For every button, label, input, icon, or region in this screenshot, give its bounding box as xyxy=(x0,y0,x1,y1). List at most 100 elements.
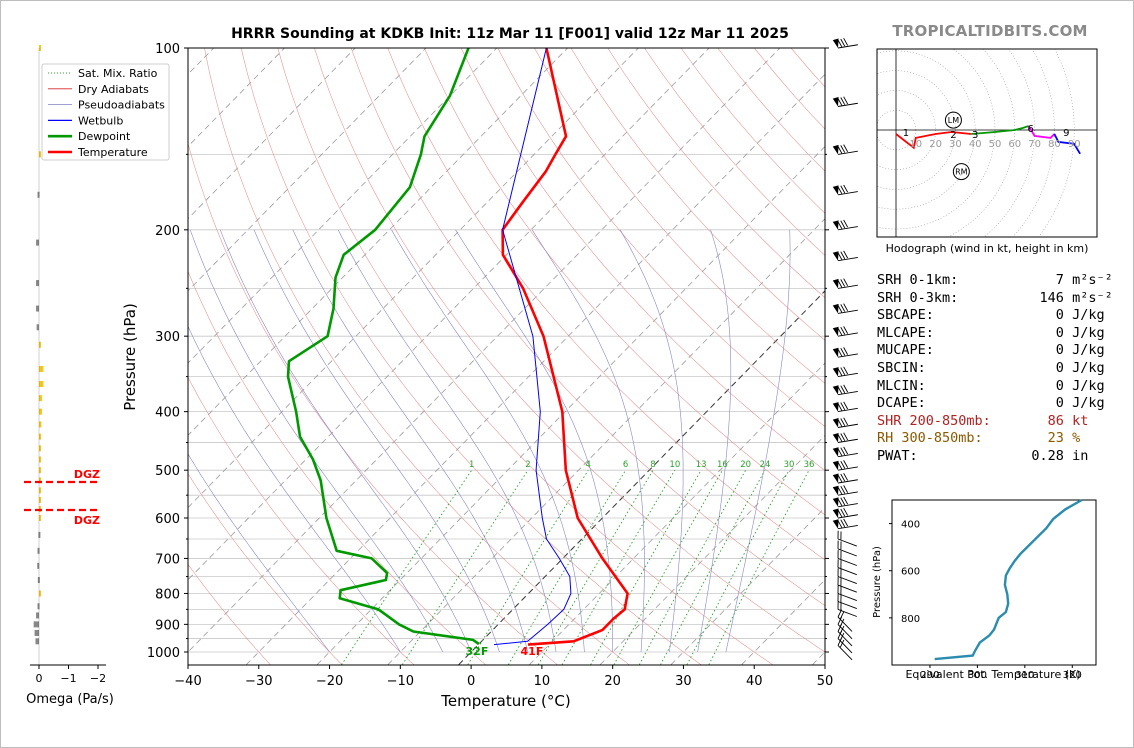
stat-label: MLCIN: xyxy=(877,377,1016,394)
wind-barb xyxy=(832,347,858,358)
skewt-panel: −40 −30 −20 −10 0 10 20 30 40 50 100 200 300 400 500 60… xyxy=(41,42,833,710)
omega-bar xyxy=(39,421,42,428)
x-tick-label: −40 xyxy=(174,674,201,689)
omega-bar xyxy=(36,612,39,619)
wind-barb xyxy=(832,460,858,471)
wind-barb xyxy=(837,530,857,547)
wind-barb xyxy=(837,585,857,602)
skewt-axes: −40 −30 −20 −10 0 10 20 30 40 50 100 200 300 400 500 60… xyxy=(147,42,833,689)
isotherm xyxy=(188,48,568,436)
stat-unit: J/kg xyxy=(1063,307,1105,324)
series-dewpoint xyxy=(286,48,480,646)
mixing-ratio-line xyxy=(561,469,676,665)
omega-bar xyxy=(39,45,41,51)
legend-label: Temperature xyxy=(77,146,148,159)
stat-label: SRH 0-3km: xyxy=(877,289,1016,306)
x-tick-label: −30 xyxy=(245,674,272,689)
omega-bar xyxy=(39,433,41,440)
omega-bar xyxy=(39,381,44,388)
omega-bar xyxy=(39,366,44,373)
x-tick-label: 20 xyxy=(604,674,621,689)
wind-barb xyxy=(832,485,858,496)
dry-adiabat xyxy=(188,563,271,665)
mixing-ratio-label: 2 xyxy=(525,460,530,470)
stat-unit: J/kg xyxy=(1063,395,1105,412)
stat-value: 0 xyxy=(1015,377,1064,394)
stat-value: 0 xyxy=(1015,342,1064,359)
wind-barb xyxy=(832,417,858,428)
mixing-ratio-line xyxy=(341,469,473,665)
hodograph-panel: 10 20 30 40 50 60 70 80 90 1 2 3 6 9 LM RM xyxy=(876,48,1098,238)
omega-xlabel: Omega (Pa/s) xyxy=(26,692,114,707)
mixing-ratio-label: 36 xyxy=(804,460,815,470)
wind-barb xyxy=(837,559,857,576)
hodo-ring-label: 10 xyxy=(909,139,922,150)
legend-label: Sat. Mix. Ratio xyxy=(78,67,158,80)
dry-adiabat xyxy=(424,48,825,516)
hodograph-frame xyxy=(876,48,1098,238)
hodo-ring-label: 70 xyxy=(1028,139,1041,150)
dry-adiabat xyxy=(460,48,825,471)
stats-table: SRH 0-1km: 7 m²s⁻² SRH 0-3km: 146 m²s⁻² SB… xyxy=(877,272,1113,466)
skewt-background-lines xyxy=(188,48,825,665)
x-tick-label: 30 xyxy=(675,674,692,689)
dry-adiabat xyxy=(204,48,630,665)
legend-box xyxy=(41,63,170,161)
stat-label: DCAPE: xyxy=(877,395,1016,412)
stat-unit: in xyxy=(1063,447,1089,464)
pseudoadiabat xyxy=(725,229,791,653)
y-tick-label: 1000 xyxy=(147,646,180,661)
omega-bar xyxy=(39,467,41,474)
legend-label: Dry Adiabats xyxy=(78,83,149,96)
omega-bars xyxy=(33,45,44,645)
stat-value: 0 xyxy=(1015,307,1064,324)
stat-value: 146 xyxy=(1015,289,1064,306)
dry-adiabat xyxy=(314,48,825,653)
hodo-ring xyxy=(1038,49,1075,237)
stat-label: SRH 0-1km: xyxy=(877,272,1016,288)
mixing-ratio-line xyxy=(507,469,626,665)
stat-value: 7 xyxy=(1015,272,1064,288)
omega-bar xyxy=(37,547,40,554)
dry-adiabat xyxy=(188,473,343,665)
wind-barb xyxy=(832,432,858,443)
omega-bar xyxy=(39,408,42,415)
isotherm xyxy=(188,48,710,581)
x-tick-label: −20 xyxy=(316,674,343,689)
wind-barb xyxy=(837,630,853,654)
wind-barb xyxy=(837,576,857,593)
stat-row: DCAPE: 0 J/kg xyxy=(877,395,1113,413)
dry-adiabat xyxy=(350,48,825,606)
stat-value: 0 xyxy=(1015,324,1064,341)
mixing-ratio-line xyxy=(467,469,589,665)
x-tick-label: 10 xyxy=(534,674,551,689)
pseudoadiabat xyxy=(455,229,613,652)
te-y-tick-label: 800 xyxy=(901,614,920,625)
wind-barb xyxy=(837,593,857,610)
surface-dewpoint-label: 32F xyxy=(466,645,489,658)
wind-barb xyxy=(832,184,858,196)
isotherm xyxy=(599,434,825,665)
wind-barb xyxy=(837,637,853,661)
omega-bar xyxy=(37,562,40,569)
omega-bar xyxy=(39,395,42,402)
dry-adiabat xyxy=(188,142,558,665)
mixing-ratio-label: 1 xyxy=(469,460,474,470)
te-y-tick-label: 600 xyxy=(901,567,920,578)
wind-barb xyxy=(832,250,858,262)
mixing-ratio-line xyxy=(660,469,766,665)
mixing-ratio-line xyxy=(708,469,810,665)
omega-bar xyxy=(36,239,39,246)
mixing-ratio-label: 10 xyxy=(669,460,680,470)
stat-row: MLCIN: 0 J/kg xyxy=(877,378,1113,396)
hodo-marker-label: RM xyxy=(955,168,968,177)
wind-barb xyxy=(837,550,857,566)
y-tick-label: 700 xyxy=(155,552,180,567)
stat-label: MLCAPE: xyxy=(877,324,1016,341)
hodo-ring-label: 60 xyxy=(1008,139,1021,150)
legend-label: Dewpoint xyxy=(78,130,131,143)
skewt-plot-frame xyxy=(187,47,826,666)
stat-row: SBCAPE: 0 J/kg xyxy=(877,307,1113,325)
pseudoadiabat xyxy=(619,229,684,653)
mixing-ratio-line xyxy=(590,469,702,665)
